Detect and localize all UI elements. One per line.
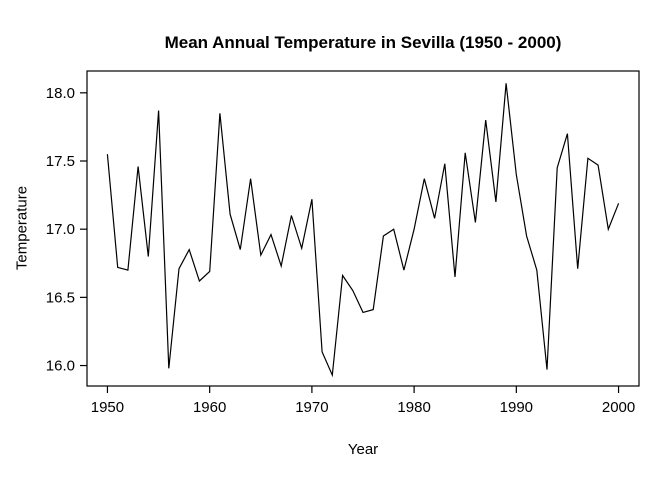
y-tick-label: 18.0: [46, 85, 75, 102]
x-tick-label: 1950: [91, 399, 124, 416]
x-tick-label: 2000: [602, 399, 635, 416]
y-tick-label: 16.5: [46, 289, 75, 306]
y-tick-label: 16.0: [46, 358, 75, 375]
x-tick-label: 1990: [500, 399, 533, 416]
x-tick-label: 1960: [193, 399, 226, 416]
temperature-line: [106, 83, 620, 378]
y-tick-label: 17.5: [46, 153, 75, 170]
x-tick-label: 1970: [295, 399, 328, 416]
x-axis-title: Year: [347, 441, 379, 458]
x-tick-label: 1980: [397, 399, 430, 416]
plot-border: [86, 70, 640, 387]
y-tick-label: 17.0: [46, 221, 75, 238]
y-axis-title: Temperature: [13, 185, 31, 271]
chart-title: Mean Annual Temperature in Sevilla (1950…: [164, 33, 562, 52]
